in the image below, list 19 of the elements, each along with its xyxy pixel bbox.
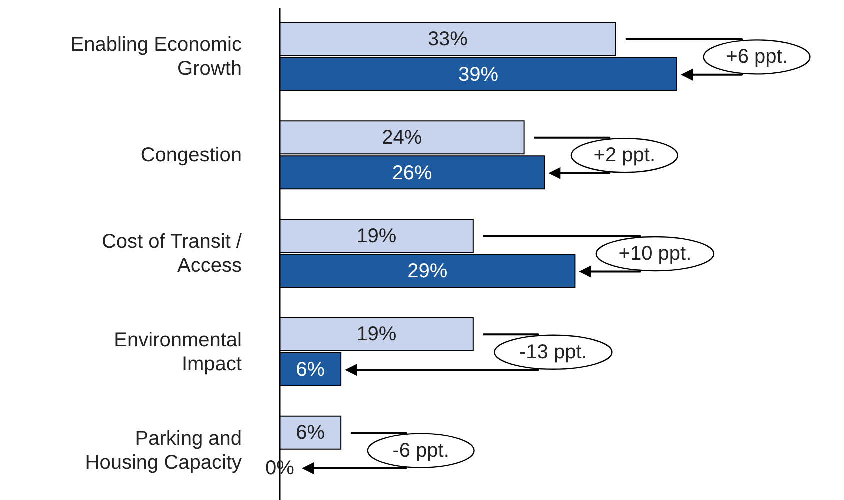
annotation: +10 ppt. [618, 243, 692, 265]
data-label: 19% [356, 324, 397, 346]
data-label: 33% [428, 28, 468, 50]
y-tick-label: Parking and Housing Capacity [85, 428, 242, 474]
y-tick-label: Congestion [140, 144, 242, 167]
y-tick-label: Environmental Impact [114, 329, 242, 376]
data-label: 39% [458, 64, 499, 86]
data-label: 6% [296, 422, 326, 444]
annotation: -6 ppt. [392, 440, 450, 462]
data-label: 26% [392, 162, 433, 184]
data-label: 24% [382, 126, 422, 149]
y-tick-label: Enabling Economic Growth [70, 34, 242, 80]
annotation: +2 ppt. [594, 144, 656, 167]
data-label: 6% [296, 359, 326, 382]
data-label: 29% [408, 260, 448, 283]
y-tick-label: Cost of Transit / Access [102, 231, 242, 277]
annotation: -13 ppt. [519, 341, 588, 364]
text: +6 ppt. [726, 46, 788, 68]
data-label: 19% [356, 225, 397, 248]
